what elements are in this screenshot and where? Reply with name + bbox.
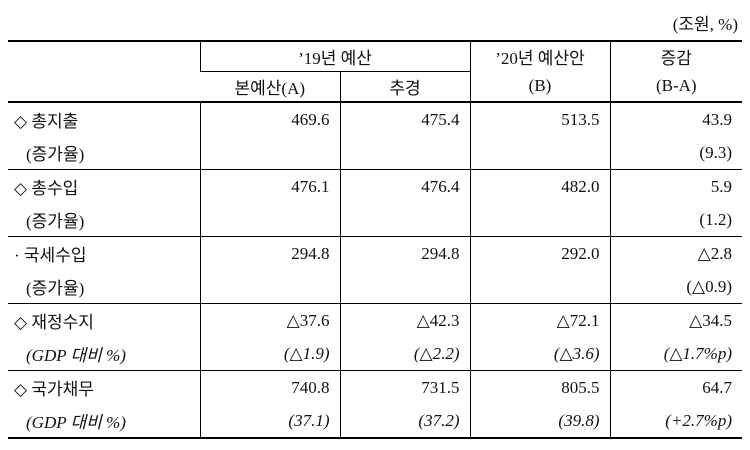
header-cell: ’20년 예산안: [469, 41, 610, 72]
header-row: 본예산(A) 추경 (B) (B-A): [8, 71, 742, 102]
header-row: ’19년 예산 ’20년 예산안 증감: [8, 41, 742, 72]
row-label: ◇ 총수입: [14, 179, 79, 198]
value-cell: (△2.2): [339, 337, 470, 371]
value-cell: △2.8: [609, 236, 742, 270]
value-cell: (9.3): [609, 136, 742, 170]
empty-cell: [469, 136, 610, 170]
row-label: (증가율): [26, 279, 85, 298]
value-cell: (1.2): [609, 203, 742, 237]
value-cell: △72.1: [469, 303, 610, 337]
header-cell: 추경: [339, 71, 470, 102]
empty-cell: [199, 203, 340, 237]
table-row: (GDP 대비 %) (△1.9) (△2.2) (△3.6) (△1.7%p): [8, 337, 742, 371]
value-cell: (△1.7%p): [609, 337, 742, 371]
header-cell: (B-A): [609, 71, 742, 102]
empty-cell: [339, 203, 470, 237]
value-cell: 731.5: [339, 370, 470, 404]
value-cell: 475.4: [339, 102, 470, 136]
row-label: (증가율): [26, 145, 85, 164]
value-cell: 513.5: [469, 102, 610, 136]
table-row: ◇ 총지출 469.6 475.4 513.5 43.9: [8, 102, 742, 136]
value-cell: 482.0: [469, 169, 610, 203]
value-cell: 64.7: [609, 370, 742, 404]
table-row: (증가율) (△0.9): [8, 270, 742, 304]
value-cell: 294.8: [199, 236, 340, 270]
value-cell: (+2.7%p): [609, 404, 742, 438]
value-cell: (△3.6): [469, 337, 610, 371]
value-cell: (△0.9): [609, 270, 742, 304]
row-label: (GDP 대비 %): [26, 413, 126, 432]
value-cell: (37.1): [199, 404, 340, 438]
value-cell: 43.9: [609, 102, 742, 136]
row-label: · 국세수입: [14, 246, 87, 265]
value-cell: △37.6: [199, 303, 340, 337]
empty-cell: [339, 270, 470, 304]
row-label: (증가율): [26, 212, 85, 231]
value-cell: (37.2): [339, 404, 470, 438]
row-group: · 국세수입 294.8 294.8 292.0 △2.8 (증가율) (△0.9): [8, 236, 742, 304]
header-cell: ’19년 예산: [199, 41, 470, 72]
empty-cell: [199, 136, 340, 170]
table-header: ’19년 예산 ’20년 예산안 증감 본예산(A) 추경 (B) (B-A): [8, 41, 742, 102]
table-row: (GDP 대비 %) (37.1) (37.2) (39.8) (+2.7%p): [8, 404, 742, 438]
value-cell: △42.3: [339, 303, 470, 337]
row-label: ◇ 재정수지: [14, 313, 94, 332]
header-cell: 증감: [609, 41, 742, 72]
value-cell: 469.6: [199, 102, 340, 136]
value-cell: 476.4: [339, 169, 470, 203]
table-row: ◇ 총수입 476.1 476.4 482.0 5.9: [8, 169, 742, 203]
row-group: ◇ 총지출 469.6 475.4 513.5 43.9 (증가율) (9.3): [8, 102, 742, 170]
table-row: ◇ 국가채무 740.8 731.5 805.5 64.7: [8, 370, 742, 404]
table-row: (증가율) (9.3): [8, 136, 742, 170]
header-cell: (B): [469, 71, 610, 102]
table-row: ◇ 재정수지 △37.6 △42.3 △72.1 △34.5: [8, 303, 742, 337]
row-label: ◇ 총지출: [14, 112, 79, 131]
value-cell: 5.9: [609, 169, 742, 203]
header-cell: 본예산(A): [234, 79, 306, 98]
value-cell: 294.8: [339, 236, 470, 270]
value-cell: 805.5: [469, 370, 610, 404]
empty-cell: [469, 203, 610, 237]
row-label: (GDP 대비 %): [26, 346, 126, 365]
empty-cell: [469, 270, 610, 304]
value-cell: (△1.9): [199, 337, 340, 371]
unit-label: (조원, %): [672, 15, 738, 34]
empty-cell: [339, 136, 470, 170]
value-cell: △34.5: [609, 303, 742, 337]
empty-cell: [199, 270, 340, 304]
row-group: ◇ 재정수지 △37.6 △42.3 △72.1 △34.5 (GDP 대비 %) (△1.…: [8, 303, 742, 371]
value-cell: 476.1: [199, 169, 340, 203]
value-cell: (39.8): [469, 404, 610, 438]
row-group: ◇ 국가채무 740.8 731.5 805.5 64.7 (GDP 대비 %) (37.1…: [8, 370, 742, 438]
value-cell: 740.8: [199, 370, 340, 404]
header-blank: [8, 41, 200, 102]
budget-table: ’19년 예산 ’20년 예산안 증감 본예산(A) 추경 (B) (B-A) …: [8, 40, 742, 439]
table-row: (증가율) (1.2): [8, 203, 742, 237]
value-cell: 292.0: [469, 236, 610, 270]
row-group: ◇ 총수입 476.1 476.4 482.0 5.9 (증가율) (1.2): [8, 169, 742, 237]
table-row: · 국세수입 294.8 294.8 292.0 △2.8: [8, 236, 742, 270]
row-label: ◇ 국가채무: [14, 380, 94, 399]
